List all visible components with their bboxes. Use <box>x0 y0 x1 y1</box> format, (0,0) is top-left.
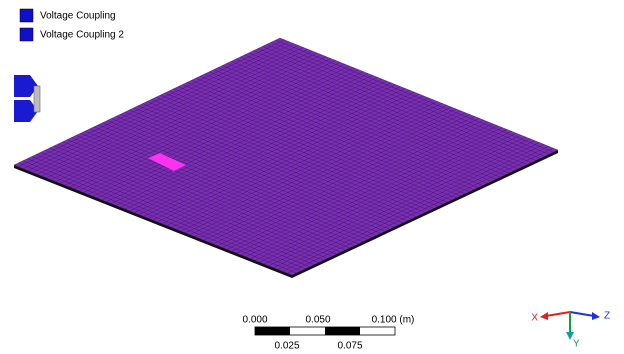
legend-swatch[interactable] <box>20 28 33 41</box>
axis-label: Z <box>604 311 610 322</box>
scale-bar <box>255 327 395 335</box>
scale-label: 0.075 <box>337 341 362 352</box>
viewport: Voltage Coupling Voltage Coupling 2 0.00… <box>0 0 624 354</box>
scale-label: 0.000 <box>242 315 267 326</box>
legend-label[interactable]: Voltage Coupling 2 <box>40 30 124 41</box>
axis-label: X <box>531 313 538 324</box>
axis-label: Y <box>573 339 580 350</box>
scale-label: 0.100 (m) <box>372 315 415 326</box>
legend-swatch[interactable] <box>20 9 33 22</box>
legend-label[interactable]: Voltage Coupling <box>40 11 116 22</box>
scale-label: 0.050 <box>305 315 330 326</box>
scale-label: 0.025 <box>274 341 299 352</box>
